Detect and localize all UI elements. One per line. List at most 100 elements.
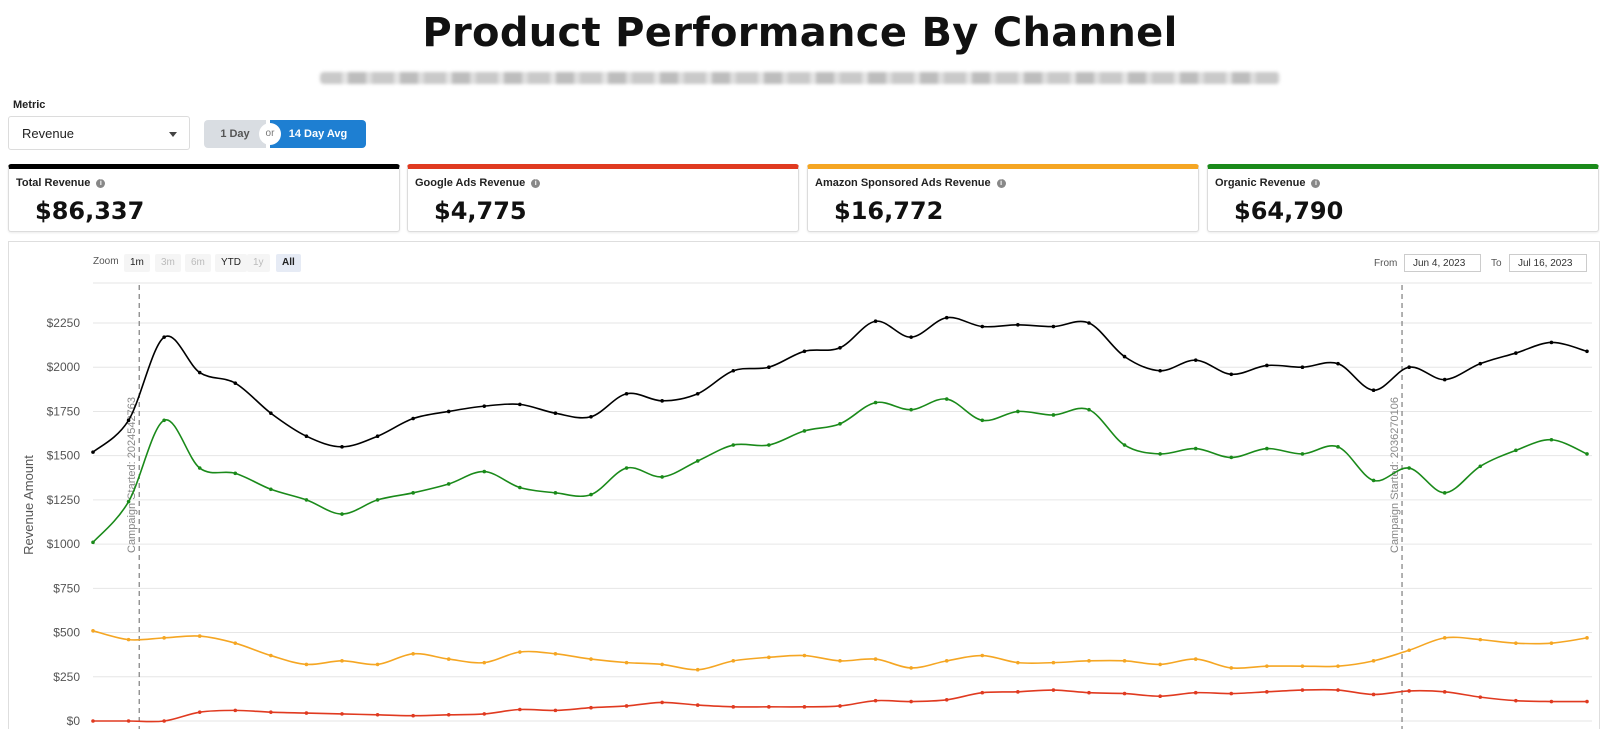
data-point xyxy=(233,471,238,476)
data-point xyxy=(340,712,344,716)
data-point xyxy=(944,659,949,663)
y-tick-label: $250 xyxy=(53,670,80,684)
data-point xyxy=(589,705,593,710)
data-point xyxy=(126,499,131,504)
zoom-6m-button[interactable]: 6m xyxy=(185,254,211,272)
card-google-ads-revenue: Google Ads Revenue i $4,775 xyxy=(407,164,799,232)
data-point xyxy=(838,659,842,663)
card-organic-revenue: Organic Revenue i $64,790 xyxy=(1207,164,1599,232)
data-point xyxy=(731,368,736,373)
data-point xyxy=(731,443,736,447)
data-point xyxy=(162,719,166,723)
data-point xyxy=(1051,413,1056,417)
data-point xyxy=(1514,448,1518,453)
zoom-ytd-button[interactable]: YTD xyxy=(215,254,247,272)
data-point xyxy=(695,703,700,707)
data-point xyxy=(197,370,202,375)
data-point xyxy=(553,651,558,656)
data-point xyxy=(767,705,771,709)
data-point xyxy=(269,487,273,492)
data-point xyxy=(446,482,451,486)
data-point xyxy=(1193,358,1198,362)
data-point xyxy=(589,657,593,661)
data-point xyxy=(909,666,913,670)
data-point xyxy=(1016,322,1020,327)
zoom-1m-button[interactable]: 1m xyxy=(124,254,150,272)
data-point xyxy=(1122,354,1127,359)
data-point xyxy=(1229,691,1234,696)
data-point xyxy=(1407,689,1411,693)
card-amazon-sponsored-ads-revenue: Amazon Sponsored Ads Revenue i $16,772 xyxy=(807,164,1199,232)
toggle-14-day-avg-button[interactable]: 14 Day Avg xyxy=(270,120,366,148)
data-point xyxy=(1371,478,1376,483)
data-point xyxy=(1087,690,1091,695)
y-tick-label: $2250 xyxy=(47,316,81,330)
data-point xyxy=(375,434,380,439)
data-point xyxy=(1371,388,1376,393)
to-date-input[interactable]: Jul 16, 2023 xyxy=(1509,254,1587,272)
data-point xyxy=(1585,636,1589,640)
data-point xyxy=(304,662,309,667)
data-point xyxy=(1158,368,1162,373)
data-point xyxy=(1478,695,1483,699)
data-point xyxy=(1371,659,1376,663)
data-point xyxy=(1478,361,1483,366)
card-value: $86,337 xyxy=(35,197,145,225)
data-point xyxy=(624,704,629,708)
to-label: To xyxy=(1491,258,1502,269)
metric-select[interactable]: Revenue xyxy=(8,116,190,150)
data-point xyxy=(1229,372,1234,377)
data-point xyxy=(1585,452,1589,456)
info-icon[interactable]: i xyxy=(996,179,1006,188)
data-point xyxy=(1300,664,1305,668)
series-line-2 xyxy=(92,630,1588,671)
info-icon[interactable]: i xyxy=(531,179,541,188)
data-point xyxy=(269,653,273,658)
zoom-1y-button[interactable]: 1y xyxy=(247,254,270,272)
info-icon[interactable]: i xyxy=(96,179,106,188)
data-point xyxy=(340,659,344,663)
y-tick-label: $1250 xyxy=(47,493,81,507)
data-point xyxy=(482,404,487,408)
toggle-or-label: or xyxy=(259,123,281,145)
data-point xyxy=(873,698,878,703)
zoom-3m-button[interactable]: 3m xyxy=(155,254,181,272)
card-value: $16,772 xyxy=(834,197,944,225)
data-point xyxy=(944,697,949,702)
data-point xyxy=(553,411,558,416)
data-point xyxy=(162,418,166,423)
data-point xyxy=(304,711,309,715)
series-line-1 xyxy=(92,398,1588,543)
data-point xyxy=(1549,699,1554,704)
data-point xyxy=(1229,455,1234,460)
card-value: $64,790 xyxy=(1234,197,1344,225)
info-icon[interactable]: i xyxy=(1311,179,1321,188)
data-point xyxy=(980,653,985,658)
data-point xyxy=(411,713,415,718)
data-point xyxy=(518,707,522,712)
card-value: $4,775 xyxy=(434,197,527,225)
data-point xyxy=(1478,464,1483,469)
y-tick-label: $750 xyxy=(53,581,80,595)
data-point xyxy=(909,335,913,339)
data-point xyxy=(1265,664,1269,668)
data-point xyxy=(197,710,202,714)
data-point xyxy=(767,443,771,447)
data-point xyxy=(553,708,558,713)
data-point xyxy=(126,637,131,642)
blurred-subtitle xyxy=(320,72,1280,84)
data-point xyxy=(233,708,238,713)
data-point xyxy=(446,409,451,414)
from-date-input[interactable]: Jun 4, 2023 xyxy=(1404,254,1481,272)
data-point xyxy=(1442,377,1447,382)
data-point xyxy=(1585,349,1589,354)
toggle-1-day-button[interactable]: 1 Day xyxy=(204,120,266,148)
data-point xyxy=(1407,466,1411,470)
data-point xyxy=(1514,698,1518,703)
data-point xyxy=(1478,637,1483,642)
card-label: Total Revenue xyxy=(16,177,91,189)
zoom-all-button[interactable]: All xyxy=(276,254,301,272)
data-point xyxy=(909,407,913,412)
y-tick-label: $2000 xyxy=(47,360,81,374)
data-point xyxy=(162,335,166,339)
